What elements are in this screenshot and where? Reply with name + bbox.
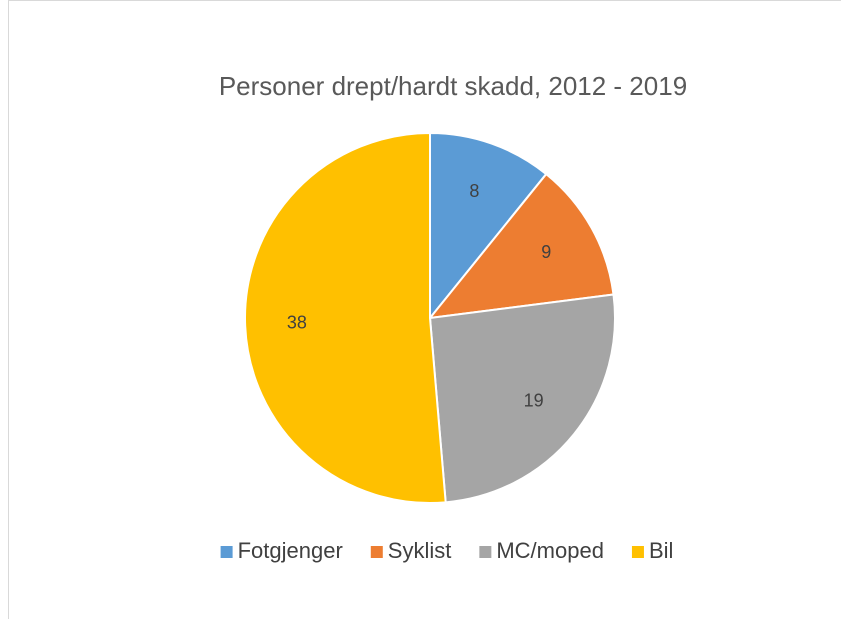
pie-slice xyxy=(429,131,548,321)
pie-slice xyxy=(428,293,616,504)
legend-swatch xyxy=(220,546,233,558)
legend-label: Bil xyxy=(649,538,673,563)
data-label: 19 xyxy=(524,390,544,410)
pie-slice xyxy=(244,131,447,504)
chart-title: Personer drept/hardt skadd, 2012 - 2019 xyxy=(219,71,687,101)
data-label: 8 xyxy=(469,181,479,201)
pie-slice xyxy=(427,172,615,320)
legend-swatch xyxy=(631,546,644,558)
legend-swatch xyxy=(479,546,492,558)
data-label: 9 xyxy=(541,242,551,262)
data-label: 38 xyxy=(287,312,307,332)
legend-label: Fotgjenger xyxy=(238,538,343,563)
legend-label: Syklist xyxy=(388,538,452,563)
legend-label: MC/moped xyxy=(496,538,604,563)
legend-swatch xyxy=(370,546,383,558)
